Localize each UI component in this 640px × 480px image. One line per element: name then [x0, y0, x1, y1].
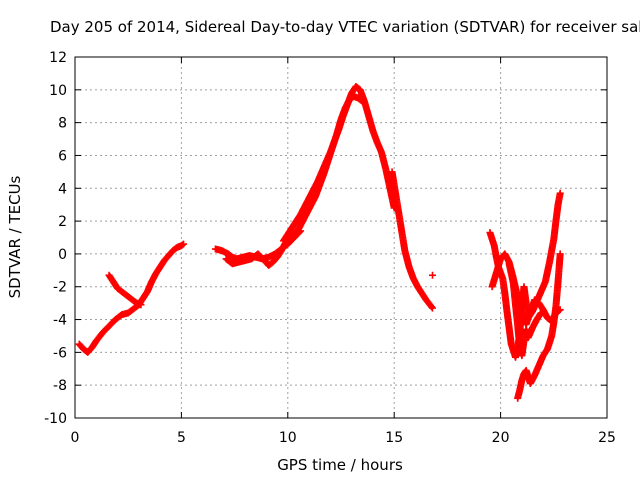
y-tick-label: -10 — [44, 411, 67, 427]
data-point — [428, 303, 436, 311]
x-tick-label: 0 — [71, 430, 80, 446]
y-tick-label: 8 — [58, 116, 67, 132]
data-point — [180, 240, 188, 248]
chart-title: Day 205 of 2014, Sidereal Day-to-day VTE… — [50, 18, 640, 36]
x-axis-label: GPS time / hours — [277, 456, 403, 474]
y-tick-label: 12 — [49, 50, 67, 66]
y-tick-label: -8 — [53, 378, 67, 394]
y-tick-label: -4 — [53, 313, 67, 329]
x-tick-labels: 0 5 10 15 20 25 — [71, 430, 616, 446]
plot-frame — [74, 56, 608, 419]
x-tick-label: 25 — [598, 430, 616, 446]
data-point — [556, 250, 564, 258]
data-point — [429, 304, 437, 312]
data-point — [429, 271, 437, 279]
data-point — [178, 241, 186, 249]
y-tick-label: 4 — [58, 181, 67, 197]
axis-ticks — [74, 56, 608, 419]
data-point — [556, 189, 564, 197]
data-points — [75, 83, 564, 402]
y-tick-labels: -10 -8 -6 -4 -2 0 2 4 6 8 10 12 — [44, 50, 67, 427]
y-tick-label: 2 — [58, 214, 67, 230]
x-tick-label: 20 — [492, 430, 510, 446]
data-point — [537, 309, 545, 317]
x-tick-label: 15 — [385, 430, 403, 446]
y-axis-label: SDTVAR / TECUs — [6, 175, 24, 298]
grid-lines — [75, 57, 607, 418]
data-point — [137, 301, 145, 309]
x-tick-label: 10 — [279, 430, 297, 446]
y-tick-label: 6 — [58, 148, 67, 164]
y-tick-label: -2 — [53, 280, 67, 296]
x-tick-label: 5 — [177, 430, 186, 446]
y-tick-label: 0 — [58, 247, 67, 263]
y-tick-label: -6 — [53, 345, 67, 361]
y-tick-label: 10 — [49, 83, 67, 99]
